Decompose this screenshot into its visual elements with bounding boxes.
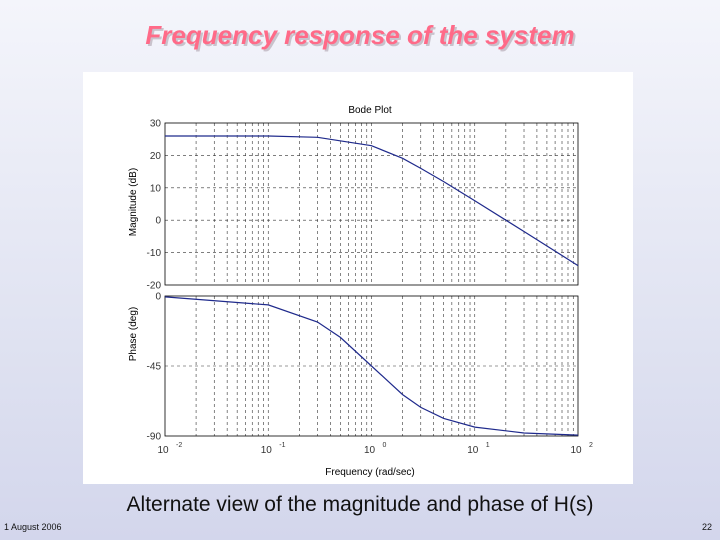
y-tick-label: -10 xyxy=(147,248,162,259)
y-tick-label: -90 xyxy=(147,432,162,443)
y-tick-label: 20 xyxy=(150,151,162,162)
data-series-line xyxy=(164,296,579,436)
data-series-line xyxy=(165,135,579,267)
bode-plot: Bode Plot Magnitude (dB) Phase (deg) Fre… xyxy=(128,105,593,478)
y-tick-label: 10 xyxy=(150,183,162,194)
page-number: 22 xyxy=(701,522,712,532)
x-tick-label: 10 xyxy=(261,445,273,456)
frequency-axis-label: Frequency (rad/sec) xyxy=(325,467,414,478)
footer-date: 1 August 2006 xyxy=(4,522,62,532)
axes-frame xyxy=(164,295,579,437)
x-tick-exponent: 2 xyxy=(589,442,593,449)
y-tick-label: -45 xyxy=(147,362,162,373)
x-tick-label: 10 xyxy=(467,445,479,456)
x-tick-exponent: 0 xyxy=(383,442,387,449)
slide-caption: Alternate view of the magnitude and phas… xyxy=(126,493,594,516)
y-tick-label: 30 xyxy=(150,119,162,130)
x-tick-label: 10 xyxy=(364,445,376,456)
axes-frame xyxy=(164,122,579,286)
x-tick-label: 10 xyxy=(570,445,582,456)
magnitude-plot: 30 20 10 0 -10 -20 xyxy=(147,119,579,292)
bode-figure: Bode Plot Magnitude (dB) Phase (deg) Fre… xyxy=(83,72,633,484)
magnitude-axis-label: Magnitude (dB) xyxy=(128,168,139,236)
phase-plot: 0 -45 -90 10 -2 10 -1 10 0 10 1 10 2 xyxy=(147,292,593,457)
x-tick-exponent: 1 xyxy=(486,442,490,449)
phase-axis-label: Phase (deg) xyxy=(128,307,139,361)
x-tick-exponent: -2 xyxy=(176,442,182,449)
slide-title: Frequency response of the system xyxy=(145,20,575,50)
x-tick-exponent: -1 xyxy=(279,442,285,449)
x-tick-label: 10 xyxy=(157,445,169,456)
y-tick-label: -20 xyxy=(147,281,162,292)
y-tick-label: 0 xyxy=(155,216,161,227)
chart-title: Bode Plot xyxy=(348,105,392,116)
y-tick-label: 0 xyxy=(155,292,161,303)
